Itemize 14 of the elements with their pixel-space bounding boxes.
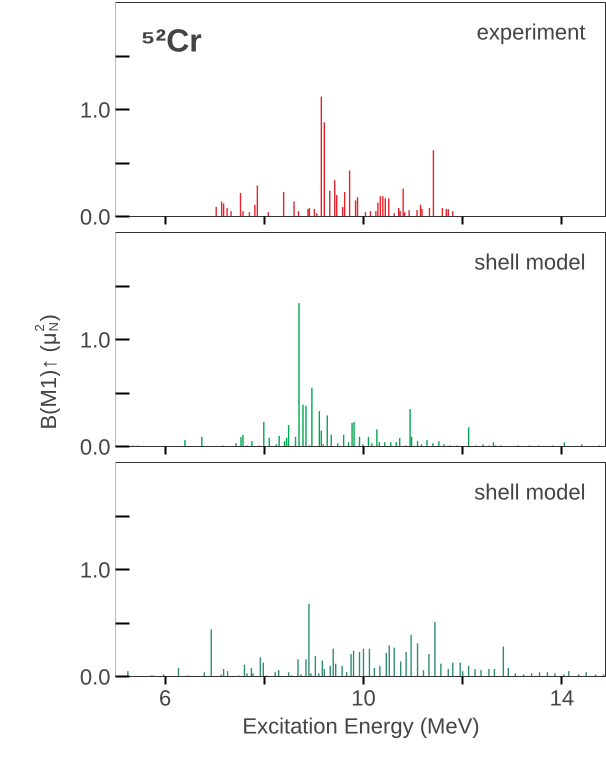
x-tick-label: 14	[550, 686, 574, 710]
x-tick-label: 10	[351, 686, 376, 710]
y-tick-label: 0.0	[80, 204, 111, 230]
annotation: experiment	[476, 20, 586, 44]
annotation: ⁵²Cr	[140, 22, 202, 58]
annotation: shell model	[474, 480, 586, 504]
x-tick-label: 6	[158, 686, 172, 710]
y-tick-label: 1.0	[80, 98, 111, 122]
annotation: shell model	[474, 250, 586, 274]
y-tick-label: 1.0	[80, 328, 111, 352]
y-tick-label: 1.0	[80, 558, 111, 582]
y-tick-label: 0.0	[80, 664, 111, 690]
y-tick-label: 0.0	[80, 434, 111, 460]
x-axis-title: Excitation Energy (MeV)	[242, 714, 480, 738]
